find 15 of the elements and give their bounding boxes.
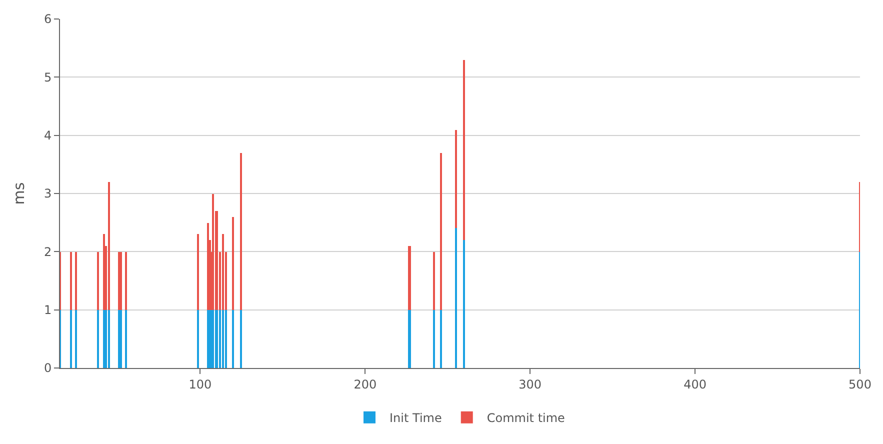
x-tick-label: 300 xyxy=(518,377,542,392)
y-tick-label: 6 xyxy=(44,12,52,26)
x-tick-label: 500 xyxy=(848,377,872,392)
y-tick-label: 0 xyxy=(44,361,52,376)
y-tick-label: 4 xyxy=(44,128,52,143)
legend-label: Init Time xyxy=(390,411,442,426)
x-tick-label: 100 xyxy=(188,377,212,392)
x-tick-label: 400 xyxy=(684,377,707,392)
y-tick-label: 1 xyxy=(44,303,52,318)
y-tick-label: 2 xyxy=(44,244,52,259)
y-tick-label: 3 xyxy=(44,186,52,201)
legend-label: Commit time xyxy=(486,411,565,426)
y-tick-label: 5 xyxy=(44,70,52,84)
x-tick-label: 200 xyxy=(354,377,377,392)
y-axis-title: ms xyxy=(10,182,28,205)
